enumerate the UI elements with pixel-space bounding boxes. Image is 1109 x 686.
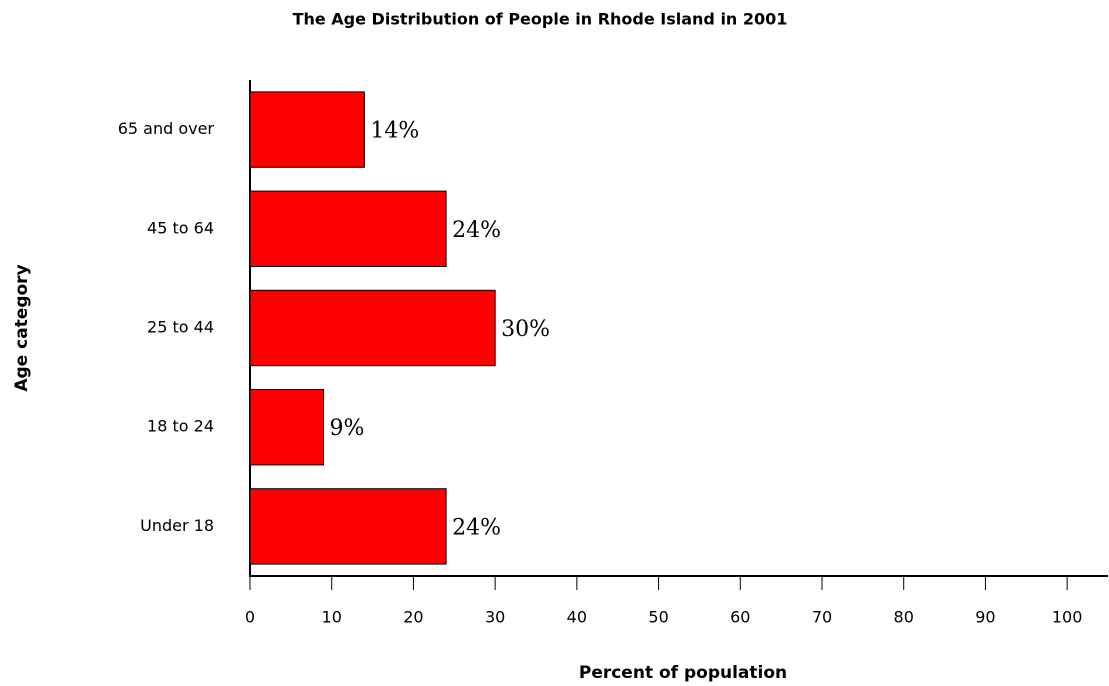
- value-label: 24%: [452, 515, 501, 540]
- x-axis-title: Percent of population: [579, 663, 787, 683]
- chart-title: The Age Distribution of People in Rhode …: [293, 10, 788, 29]
- y-axis-title: Age category: [12, 264, 32, 391]
- x-tick-label: 40: [567, 608, 587, 627]
- value-label: 24%: [452, 218, 501, 243]
- bar: [249, 389, 325, 466]
- value-label: 9%: [330, 416, 365, 441]
- x-tick-label: 20: [403, 608, 423, 627]
- y-tick-label: 18 to 24: [147, 417, 214, 436]
- bar: [249, 91, 365, 168]
- value-label: 14%: [370, 119, 419, 144]
- x-tick-label: 0: [245, 608, 255, 627]
- x-tick-label: 90: [975, 608, 995, 627]
- value-label: 30%: [501, 317, 550, 342]
- bar: [249, 190, 447, 267]
- y-tick-label: 65 and over: [118, 119, 215, 138]
- x-tick-label: 60: [730, 608, 750, 627]
- y-tick-label: Under 18: [140, 516, 214, 535]
- y-tick-label: 45 to 64: [147, 218, 214, 237]
- x-tick-label: 70: [812, 608, 832, 627]
- bar: [249, 289, 496, 367]
- x-tick-label: 10: [322, 608, 342, 627]
- bar: [249, 488, 447, 565]
- y-tick-label: 25 to 44: [147, 318, 214, 337]
- x-tick-label: 30: [485, 608, 505, 627]
- x-tick-label: 50: [648, 608, 668, 627]
- x-tick-label: 80: [894, 608, 914, 627]
- x-tick-label: 100: [1052, 608, 1083, 627]
